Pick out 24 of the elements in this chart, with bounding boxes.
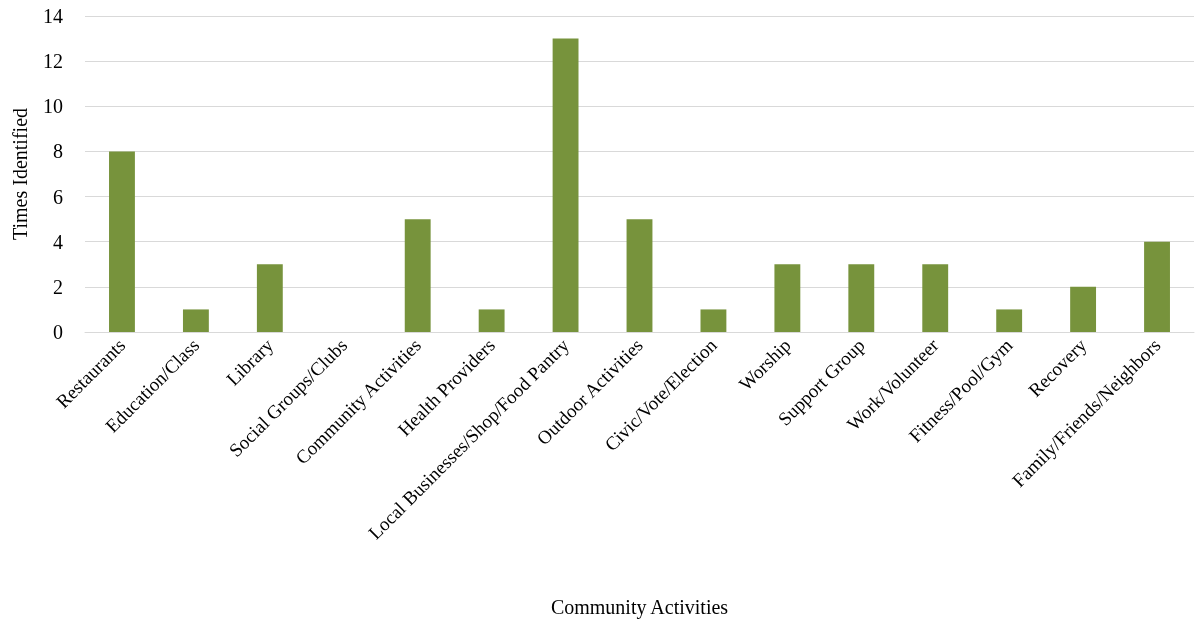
bar — [996, 309, 1023, 332]
y-tick-label: 10 — [43, 95, 63, 118]
bar — [552, 38, 579, 332]
y-tick-label: 8 — [53, 140, 63, 163]
bar — [774, 264, 801, 332]
bar — [626, 219, 653, 332]
y-tick-label: 0 — [53, 321, 63, 343]
x-axis-title: Community Activities — [550, 596, 729, 619]
bar — [109, 151, 135, 332]
bar — [1070, 286, 1097, 332]
y-tick-label: 12 — [43, 50, 63, 73]
bar — [848, 264, 875, 332]
y-tick-label: 4 — [53, 230, 63, 253]
y-axis-title: Times Identified — [9, 107, 31, 241]
y-tick-label: 14 — [43, 5, 63, 27]
bar — [404, 219, 431, 332]
bar — [478, 309, 505, 332]
bar — [700, 309, 727, 332]
bar — [182, 309, 209, 332]
bar — [1144, 241, 1170, 332]
y-tick-label: 2 — [53, 275, 63, 298]
bar — [922, 264, 949, 332]
y-tick-label: 6 — [53, 185, 63, 208]
bar — [256, 264, 283, 332]
